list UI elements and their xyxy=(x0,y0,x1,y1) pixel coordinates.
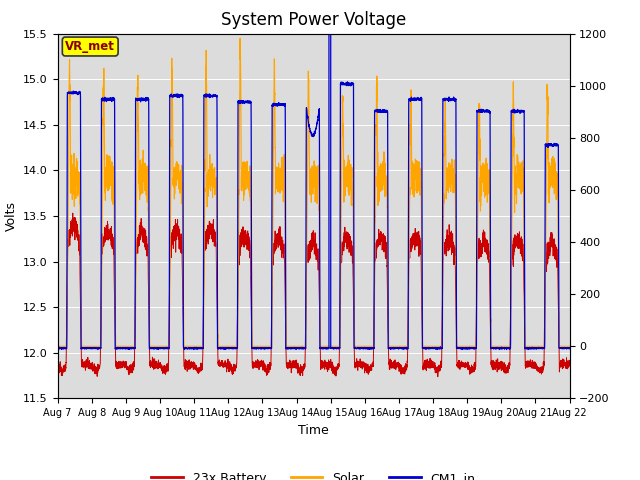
Line: Solar: Solar xyxy=(58,38,570,346)
CM1_in xyxy=(400,346,408,351)
23x Battery xyxy=(434,374,442,380)
23x Battery xyxy=(54,362,61,368)
23x Battery xyxy=(566,358,573,363)
Solar xyxy=(400,343,408,349)
Y-axis label: Volts: Volts xyxy=(4,201,17,231)
Line: 23x Battery: 23x Battery xyxy=(58,213,570,377)
23x Battery xyxy=(400,369,408,374)
Title: System Power Voltage: System Power Voltage xyxy=(221,11,406,29)
CM1_in xyxy=(566,346,573,351)
23x Battery xyxy=(294,367,302,373)
Solar xyxy=(54,343,61,349)
Solar xyxy=(294,343,302,349)
Solar xyxy=(428,343,436,349)
Solar xyxy=(236,36,244,41)
23x Battery xyxy=(565,361,573,367)
23x Battery xyxy=(69,210,77,216)
CM1_in xyxy=(565,346,573,352)
23x Battery xyxy=(458,360,465,365)
23x Battery xyxy=(146,360,154,365)
Solar xyxy=(566,343,573,349)
X-axis label: Time: Time xyxy=(298,424,329,437)
Text: VR_met: VR_met xyxy=(65,40,115,53)
CM1_in xyxy=(458,345,465,350)
CM1_in xyxy=(294,346,302,351)
Line: CM1_in: CM1_in xyxy=(58,0,570,349)
Solar xyxy=(458,343,465,349)
CM1_in xyxy=(428,346,436,351)
Solar xyxy=(565,343,573,349)
CM1_in xyxy=(180,347,188,352)
Legend: 23x Battery, Solar, CM1_in: 23x Battery, Solar, CM1_in xyxy=(147,467,481,480)
23x Battery xyxy=(428,359,436,365)
Solar xyxy=(146,333,154,339)
CM1_in xyxy=(54,346,61,351)
CM1_in xyxy=(146,346,154,351)
